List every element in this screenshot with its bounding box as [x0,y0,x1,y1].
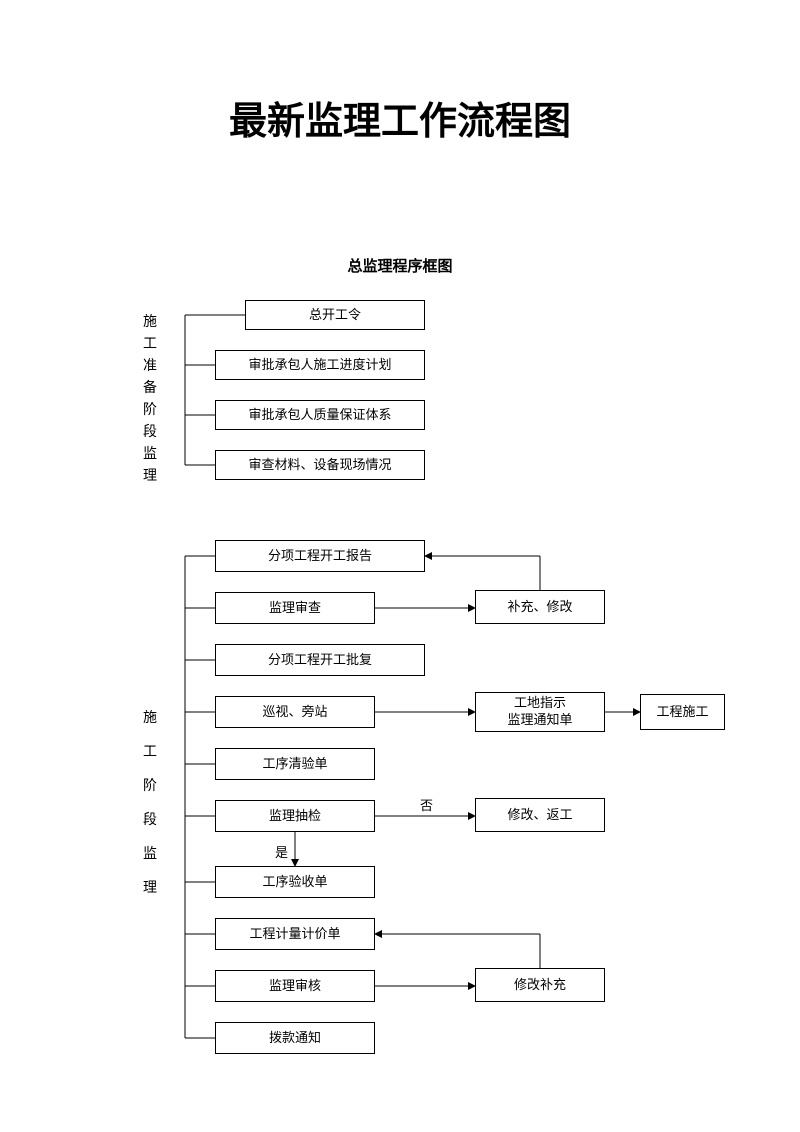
section1-label: 施工准备阶段监理 [142,310,158,486]
box-b2: 审批承包人施工进度计划 [215,350,425,380]
box-r3: 修改、返工 [475,798,605,832]
box-c6: 监理抽检 [215,800,375,832]
subtitle: 总监理程序框图 [0,255,800,276]
box-r2a: 工地指示 监理通知单 [475,692,605,732]
section2-label: 施工阶段监理 [142,700,158,904]
box-c10: 拨款通知 [215,1022,375,1054]
flowchart-canvas: 最新监理工作流程图 总监理程序框图 施工准备阶段监理 施工阶段监理 总开工令 审… [0,0,800,1132]
box-c5: 工序清验单 [215,748,375,780]
box-b1: 总开工令 [245,300,425,330]
label-no: 否 [420,795,433,814]
box-r2b: 工程施工 [640,694,725,730]
box-b3: 审批承包人质量保证体系 [215,400,425,430]
label-yes: 是 [275,842,288,861]
box-c7: 工序验收单 [215,866,375,898]
box-c4: 巡视、旁站 [215,696,375,728]
page-title: 最新监理工作流程图 [0,90,800,145]
box-c9: 监理审核 [215,970,375,1002]
box-r1: 补充、修改 [475,590,605,624]
box-c1: 分项工程开工报告 [215,540,425,572]
box-b4: 审查材料、设备现场情况 [215,450,425,480]
box-c3: 分项工程开工批复 [215,644,425,676]
box-c8: 工程计量计价单 [215,918,375,950]
box-c2: 监理审查 [215,592,375,624]
box-r4: 修改补充 [475,968,605,1002]
